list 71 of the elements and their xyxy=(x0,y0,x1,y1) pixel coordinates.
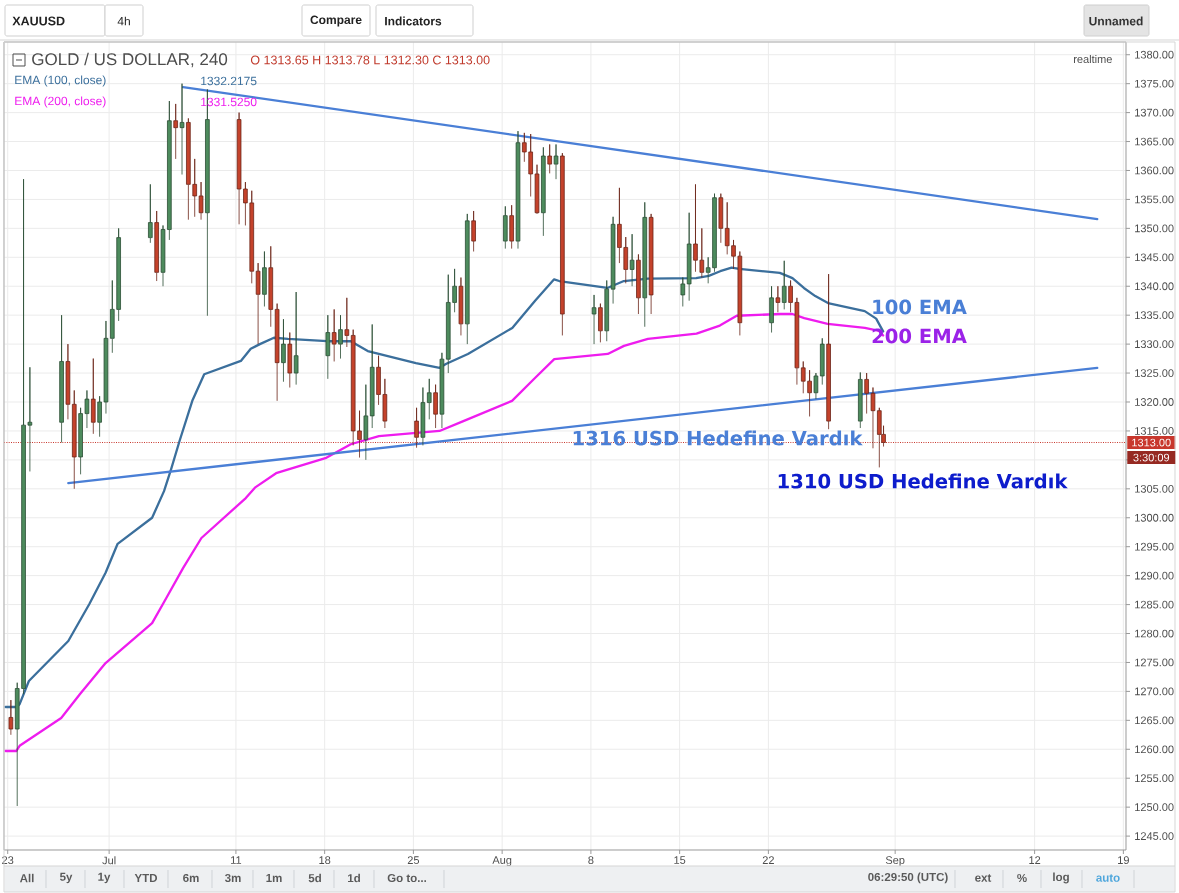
annotation: realtime xyxy=(1074,54,1112,64)
y-tick-label: 1245.00 xyxy=(1135,832,1174,840)
y-tick-label: 1375.00 xyxy=(1135,79,1174,88)
y-tick-label: 1260.00 xyxy=(1135,745,1174,754)
x-tick-label: 25 xyxy=(407,856,420,865)
text: EMA (200, close) xyxy=(15,96,106,108)
text: 5y xyxy=(59,872,73,884)
text: ext xyxy=(975,874,992,882)
text: auto xyxy=(1096,874,1120,882)
text: 1m xyxy=(266,874,282,882)
x-tick-label: Aug xyxy=(492,856,512,867)
x-tick-label: 12 xyxy=(1029,856,1041,864)
text: EMA (100, close) xyxy=(15,75,106,87)
text: log xyxy=(1053,872,1069,884)
text: Indicators xyxy=(385,16,442,26)
text: Compare xyxy=(310,15,362,27)
text: % xyxy=(1017,873,1027,883)
text: 6m xyxy=(183,873,199,883)
y-tick-label: 1295.00 xyxy=(1135,542,1174,551)
x-tick-label: Sep xyxy=(885,856,905,867)
y-tick-label: 1305.00 xyxy=(1135,484,1174,493)
text: 4h xyxy=(117,16,130,26)
y-tick-label: 1380.00 xyxy=(1135,50,1174,59)
text: GOLD / US DOLLAR, 240 xyxy=(32,52,228,68)
y-tick-label: 1315.00 xyxy=(1135,427,1174,435)
y-tick-label: 1360.00 xyxy=(1135,166,1174,175)
y-tick-label: 1300.00 xyxy=(1135,513,1174,522)
text: All xyxy=(19,873,34,883)
x-tick-label: 8 xyxy=(588,856,594,865)
x-tick-label: Jul xyxy=(102,856,116,865)
y-tick-label: 1325.00 xyxy=(1135,369,1174,377)
y-tick-label: 1285.00 xyxy=(1135,600,1174,609)
y-tick-label: 1320.00 xyxy=(1135,398,1174,406)
text: Unnamed xyxy=(1089,16,1143,26)
y-tick-label: 1255.00 xyxy=(1135,774,1174,783)
y-tick-label: 1265.00 xyxy=(1135,716,1174,725)
text: 3m xyxy=(224,873,241,883)
ref-line-label: 1313.00 xyxy=(1132,438,1171,447)
annotation: 1332.2175 xyxy=(201,76,257,86)
text: 5d xyxy=(308,873,321,883)
annotation: 1310 USD Hedefine Vardık xyxy=(778,473,1068,489)
text: Go to... xyxy=(387,873,427,883)
y-tick-label: 1290.00 xyxy=(1135,571,1174,580)
y-tick-label: 1345.00 xyxy=(1135,253,1174,262)
annotation: 100 EMA xyxy=(873,299,967,315)
text: XAUUSD xyxy=(12,16,65,26)
y-tick-label: 1355.00 xyxy=(1135,195,1174,204)
annotation: 1316 USD Hedefine Vardık xyxy=(573,430,863,446)
text: 1y xyxy=(98,872,111,884)
x-tick-label: 11 xyxy=(231,856,242,864)
x-tick-label: 18 xyxy=(319,856,331,865)
text: 06:29:50 (UTC) xyxy=(868,872,948,884)
text: 3:30:09 xyxy=(1133,453,1170,462)
y-tick-label: 1280.00 xyxy=(1135,629,1174,638)
text: O 1313.65 H 1313.78 L 1312.30 C 1313.00 xyxy=(250,55,490,65)
x-tick-label: 19 xyxy=(1118,856,1129,865)
y-tick-label: 1270.00 xyxy=(1135,687,1174,696)
y-tick-label: 1275.00 xyxy=(1135,658,1174,667)
y-tick-label: 1350.00 xyxy=(1135,224,1174,233)
y-tick-label: 1250.00 xyxy=(1135,803,1174,812)
y-tick-label: 1365.00 xyxy=(1135,137,1174,146)
y-tick-label: 1335.00 xyxy=(1135,311,1174,320)
text: YTD xyxy=(134,874,158,882)
text: 1d xyxy=(348,873,360,883)
y-tick-label: 1340.00 xyxy=(1135,282,1174,291)
x-tick-label: 23 xyxy=(2,856,14,865)
annotation: 200 EMA xyxy=(872,328,967,344)
y-tick-label: 1330.00 xyxy=(1135,340,1174,349)
x-tick-label: 22 xyxy=(762,856,774,864)
x-tick-label: 15 xyxy=(674,856,686,864)
y-tick-label: 1370.00 xyxy=(1135,108,1174,117)
